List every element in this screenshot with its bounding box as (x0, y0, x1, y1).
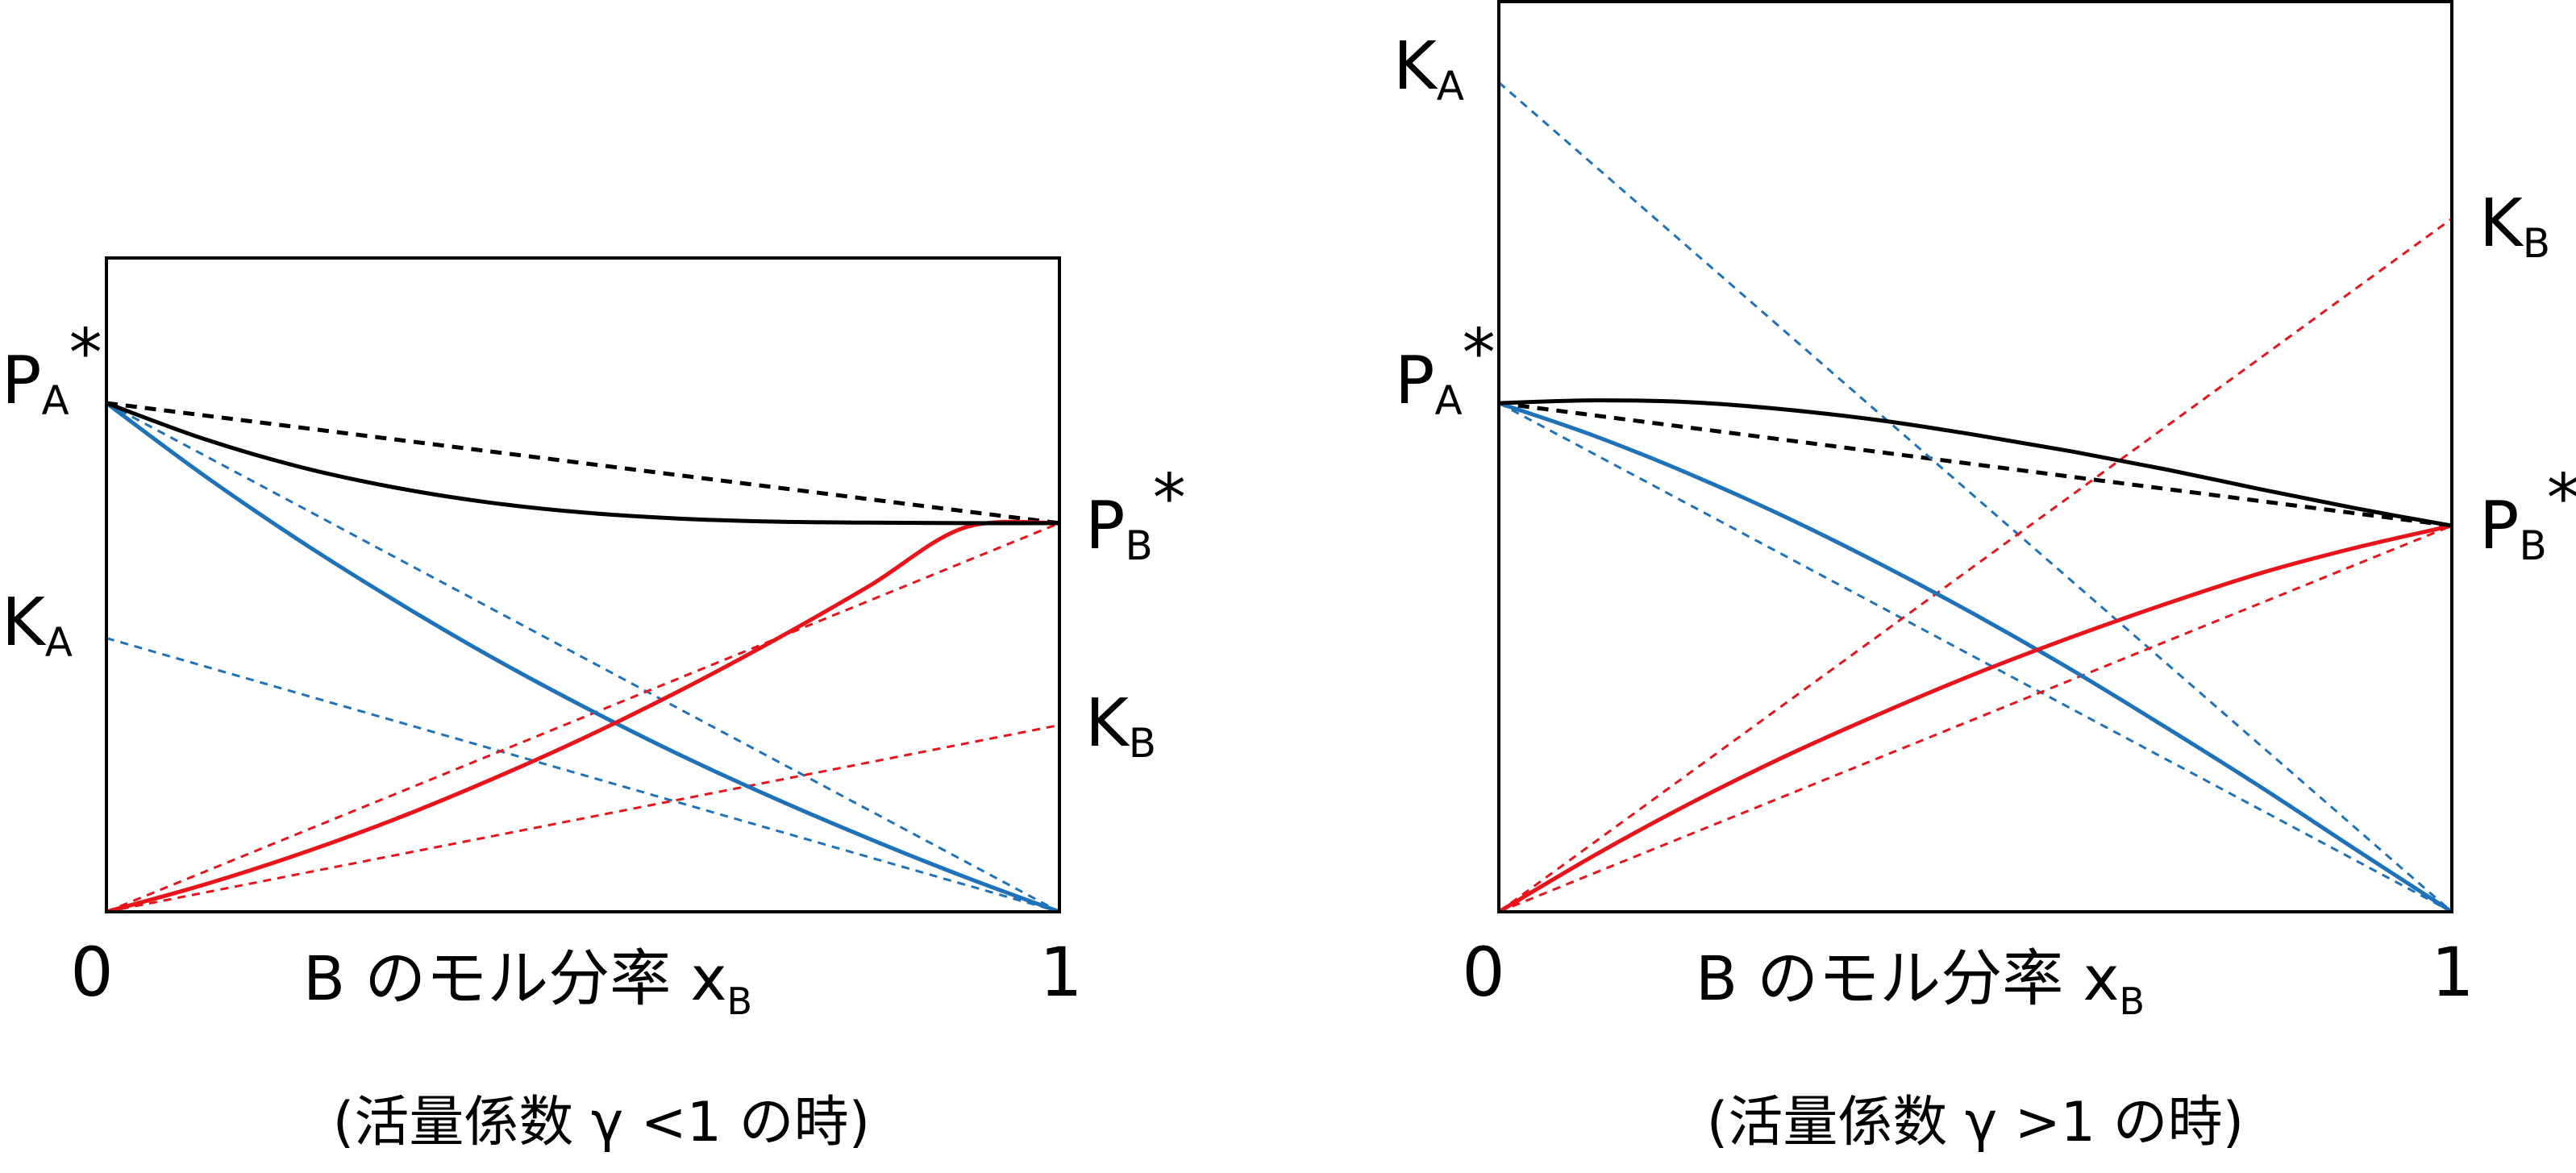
panel-0-x-axis-label: B のモル分率 xB (303, 942, 752, 1023)
panel-1-x-tick-1: 1 (2431, 933, 2474, 1012)
panel-0-raoult-a-dashed (106, 401, 1060, 913)
panel-0-curves (105, 401, 1060, 914)
panel-0-x-tick-1: 1 (1039, 933, 1082, 1012)
panel-1-frame (1497, 0, 2453, 913)
panel-1-ka-label: KA (1393, 28, 1464, 110)
panel-1-raoult-total-dashed (1498, 401, 2453, 528)
panel-0-raoult-total-dashed (106, 401, 1060, 526)
panel-0-pb-star-label: PB* (1085, 460, 1186, 569)
panel-0-pa-star-label: PA* (2, 315, 102, 424)
panel-0-henry-b-dashed (106, 723, 1060, 913)
panel-1-curve-a (1498, 401, 2453, 914)
panel-0-kb-label: KB (1085, 685, 1156, 767)
panel-0-curve-a (105, 401, 1060, 914)
panel-0-ka-label: KA (2, 584, 73, 666)
panel-0-raoult-b-dashed (106, 522, 1060, 913)
panel-activity-gt-1: KA PA* KB PB* 0 1 B のモル分率 xB (活量係数 γ >1 … (1393, 0, 2576, 1154)
panel-1-caption: (活量係数 γ >1 の時) (1707, 1091, 2244, 1154)
panel-1-pa-star-label: PA* (1395, 315, 1496, 424)
panel-1-henry-a-dashed (1498, 81, 2453, 913)
panel-0-curve-b (106, 519, 1060, 914)
panel-0-x-tick-0: 0 (70, 933, 113, 1012)
panel-1-x-axis-label: B のモル分率 xB (1696, 942, 2145, 1023)
panel-1-raoult-b-dashed (1498, 524, 2453, 913)
panel-0-frame (105, 256, 1061, 913)
panel-1-kb-label: KB (2479, 185, 2550, 267)
panel-1-raoult-a-dashed (1498, 401, 2453, 913)
panel-1-pb-star-label: PB* (2479, 460, 2576, 569)
panel-0-curve-total (106, 401, 1060, 526)
panel-1-henry-b-dashed (1498, 218, 2453, 913)
panel-1-curve-b (1497, 523, 2453, 914)
panel-1-curves (1497, 81, 2453, 914)
panel-1-curve-total (1498, 398, 2453, 528)
panel-0-henry-a-dashed (106, 637, 1060, 913)
panel-1-x-tick-0: 0 (1462, 933, 1504, 1012)
panel-activity-lt-1: PA* KA PB* KB 0 1 B のモル分率 xB (活量係数 γ <1 … (2, 256, 1186, 1154)
panel-0-caption: (活量係数 γ <1 の時) (333, 1091, 870, 1154)
